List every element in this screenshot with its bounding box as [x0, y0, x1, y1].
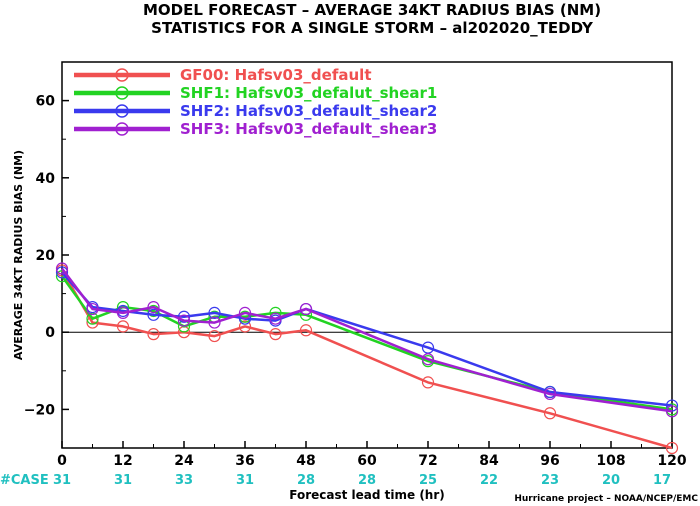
- series-layer: [55, 262, 679, 455]
- y-axis-label: AVERAGE 34KT RADIUS BIAS (NM): [12, 150, 25, 360]
- series-0-point-120: [665, 441, 679, 455]
- x-tick-label-36: 36: [235, 453, 254, 469]
- case-count-24: 33: [175, 473, 193, 488]
- legend-swatch-marker-2: [115, 104, 129, 118]
- y-tick-label-60: 60: [36, 94, 56, 110]
- series-0-point-30: [208, 329, 221, 343]
- x-tick-label-60: 60: [357, 453, 377, 469]
- y-tick-label-20: 20: [36, 248, 56, 264]
- case-count-60: 28: [358, 473, 376, 488]
- series-3-point-12: [116, 306, 130, 319]
- x-tick-label-48: 48: [296, 453, 315, 469]
- case-count-72: 25: [419, 473, 437, 488]
- case-label: #CASE: [0, 473, 49, 488]
- series-3-point-96: [543, 387, 557, 401]
- series-2-point-24: [177, 310, 191, 323]
- case-count-108: 20: [602, 473, 620, 488]
- legend-label-2: SHF2: Hafsv03_default_shear2: [180, 102, 437, 120]
- series-3-point-0: [55, 262, 69, 275]
- case-count-36: 31: [236, 473, 254, 488]
- x-tick-label-108: 108: [596, 453, 625, 469]
- series-0: [55, 264, 679, 455]
- x-tick-label-0: 0: [57, 453, 67, 469]
- series-2-point-18: [147, 308, 160, 321]
- series-2-point-30: [208, 306, 221, 319]
- series-3-point-42: [269, 312, 282, 325]
- series-3-point-30: [208, 316, 221, 329]
- chart-title: MODEL FORECAST – AVERAGE 34KT RADIUS BIA…: [143, 1, 601, 19]
- series-0-point-42: [269, 328, 282, 341]
- series-0-point-36: [238, 320, 252, 333]
- legend-swatch-marker-1: [115, 86, 129, 100]
- x-tick-label-120: 120: [657, 453, 686, 469]
- x-axis-label: Forecast lead time (hr): [289, 488, 445, 502]
- x-tick-label-12: 12: [113, 453, 132, 469]
- series-0-point-12: [116, 320, 130, 333]
- x-tick-label-24: 24: [174, 453, 194, 469]
- legend-item-2: SHF2: Hafsv03_default_shear2: [74, 102, 437, 120]
- series-3-point-18: [147, 301, 160, 314]
- y-tick-label--20: −20: [24, 402, 55, 418]
- series-1-point-18: [147, 304, 160, 318]
- case-count-96: 23: [541, 473, 559, 488]
- series-3-point-120: [665, 405, 679, 418]
- legend-item-3: SHF3: Hafsv03_default_shear3: [74, 120, 437, 138]
- series-3-point-72: [421, 353, 435, 366]
- legend-label-1: SHF1: Hafsv03_defalut_shear1: [180, 84, 437, 102]
- series-3: [55, 262, 679, 418]
- x-tick-label-84: 84: [479, 453, 499, 469]
- series-3-point-48: [299, 302, 313, 316]
- plot-area: [61, 61, 673, 449]
- series-3-point-6: [86, 302, 99, 316]
- case-count-0: 31: [53, 473, 71, 488]
- legend-swatch-marker-0: [115, 68, 129, 82]
- x-tick-label-72: 72: [418, 453, 437, 469]
- y-tick-label-0: 0: [45, 325, 55, 341]
- series-0-point-96: [543, 407, 557, 420]
- case-count-12: 31: [114, 473, 132, 488]
- series-0-point-18: [147, 328, 160, 341]
- series-0-point-48: [299, 324, 313, 337]
- case-count-48: 28: [297, 473, 315, 488]
- y-tick-label-40: 40: [36, 171, 56, 187]
- legend-label-3: SHF3: Hafsv03_default_shear3: [180, 120, 437, 138]
- axis-ticks: 0 12 24 36 48 60 72 84 96 108 120 −20 0 20 40 60: [24, 61, 687, 469]
- case-count-120: 17: [653, 473, 671, 488]
- credit-text: Hurricane project – NOAA/NCEP/EMC: [514, 494, 698, 504]
- x-tick-label-96: 96: [540, 453, 559, 469]
- legend-label-0: GF00: Hafsv03_default: [180, 66, 371, 84]
- legend-swatch-marker-3: [115, 122, 129, 136]
- series-2-point-0: [55, 266, 69, 279]
- case-count-84: 22: [480, 473, 498, 488]
- legend-item-0: GF00: Hafsv03_default: [74, 66, 371, 84]
- case-counts: #CASE 31 31 33 31 28 28 25 22 23 20 17: [0, 473, 671, 488]
- series-0-point-72: [421, 376, 435, 389]
- chart-subtitle: STATISTICS FOR A SINGLE STORM – al202020…: [151, 19, 594, 37]
- series-3-point-24: [177, 314, 191, 327]
- legend-item-1: SHF1: Hafsv03_defalut_shear1: [74, 84, 437, 102]
- series-3-point-36: [238, 306, 252, 319]
